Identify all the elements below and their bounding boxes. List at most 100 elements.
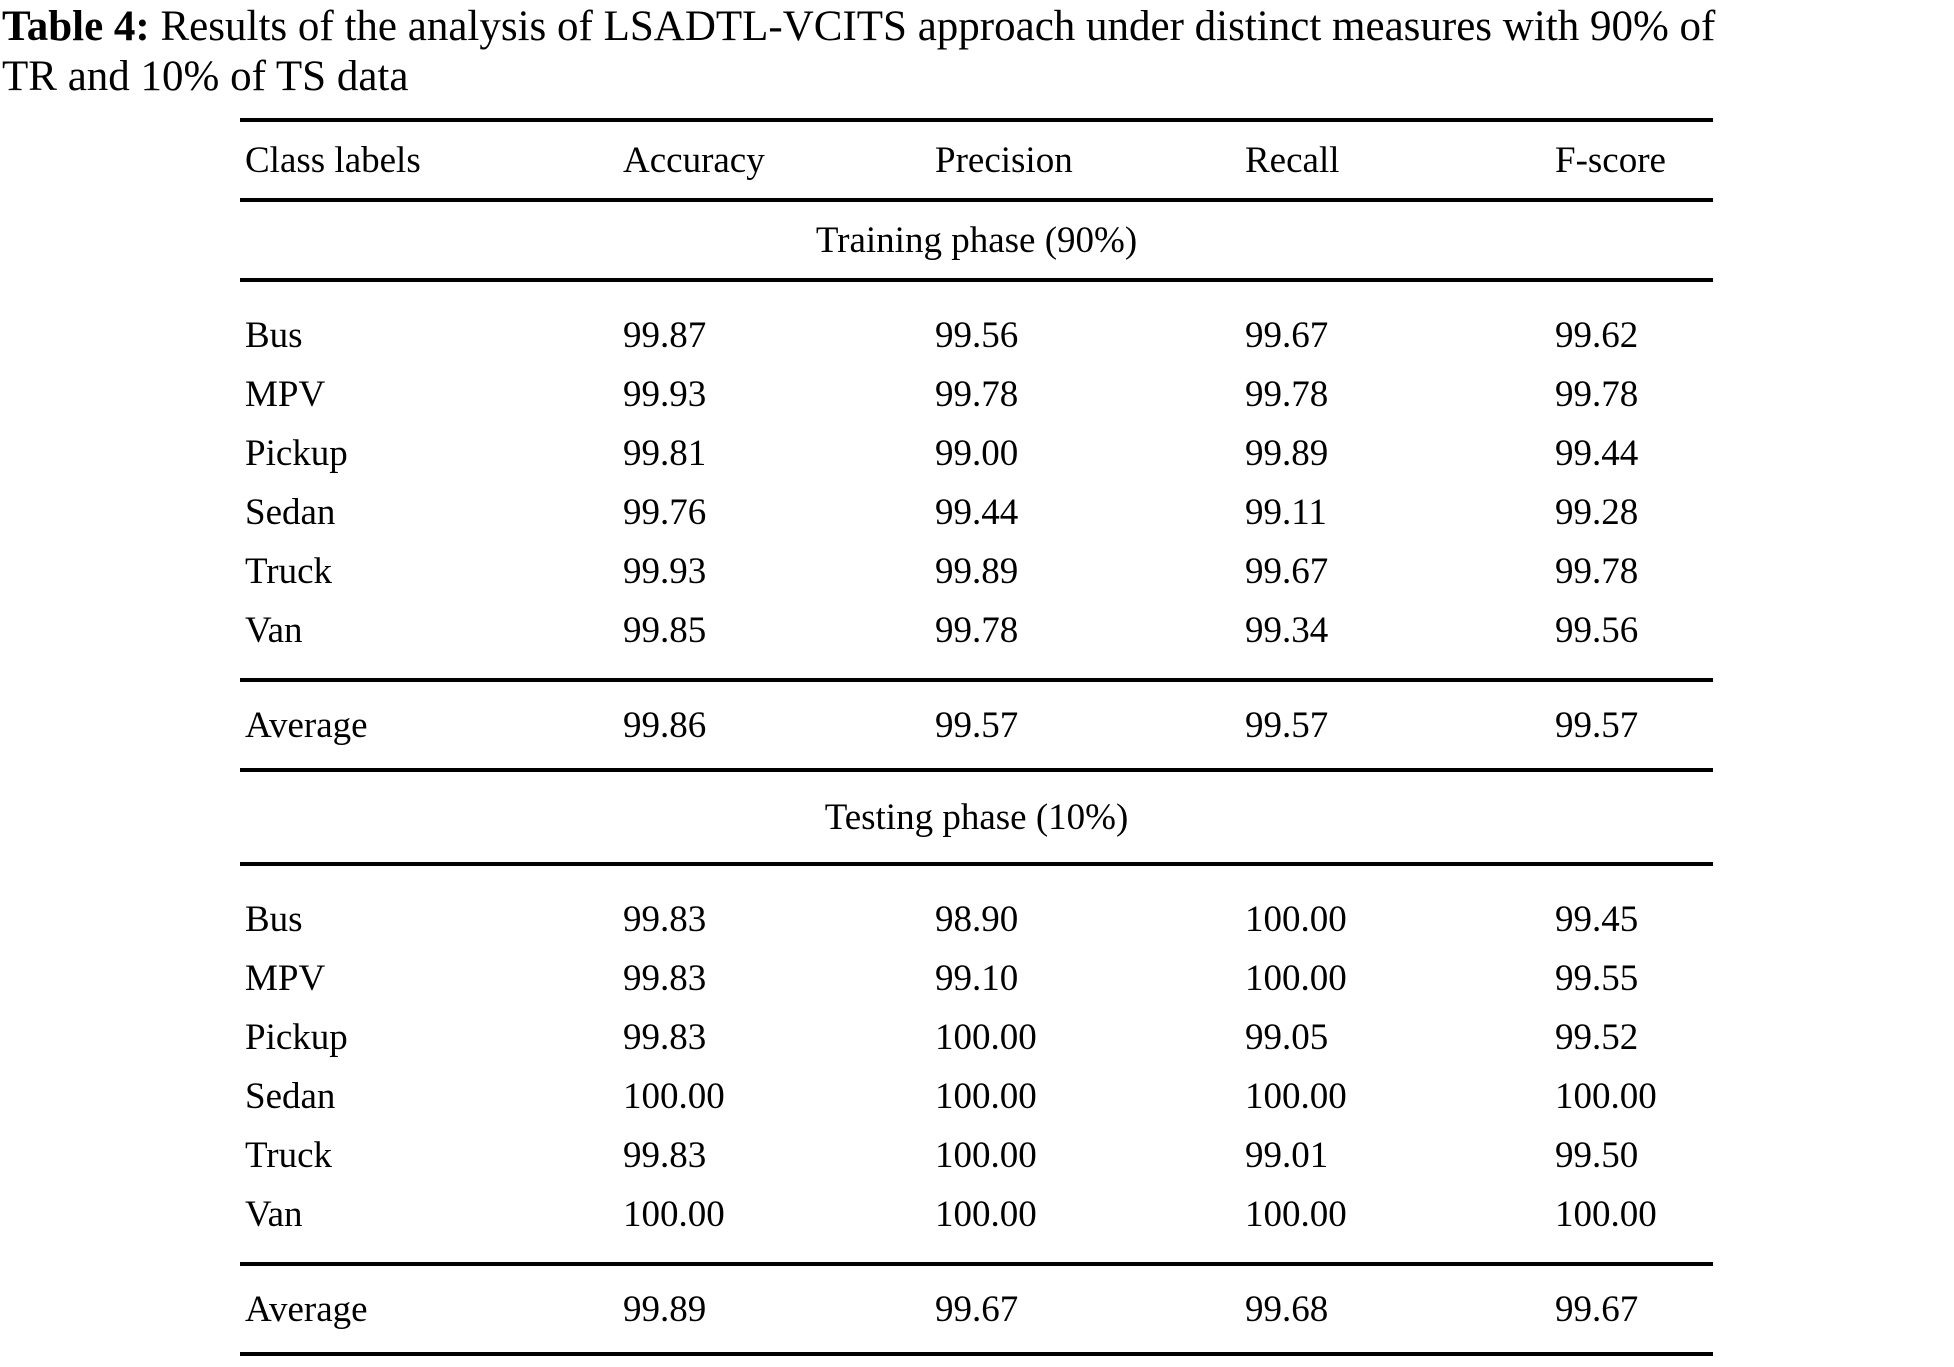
row-label: Bus bbox=[245, 899, 303, 940]
table-row: MPV 99.93 99.78 99.78 99.78 bbox=[240, 365, 1713, 424]
row-label: Pickup bbox=[245, 433, 348, 474]
caption-label: Table 4: bbox=[2, 3, 150, 50]
precision-value: 100.00 bbox=[935, 1076, 1037, 1117]
recall-value: 100.00 bbox=[1245, 958, 1347, 999]
row-label: MPV bbox=[245, 374, 326, 415]
row-label: Truck bbox=[245, 1135, 333, 1176]
rule-below-training-header bbox=[240, 278, 1713, 282]
row-label: Sedan bbox=[245, 492, 336, 533]
accuracy-value: 99.93 bbox=[623, 551, 707, 592]
column-header-fscore: F-score bbox=[1555, 139, 1666, 181]
testing-rows: Bus 99.83 98.90 100.00 99.45 MPV 99.83 9… bbox=[240, 866, 1713, 1262]
row-label: Pickup bbox=[245, 1017, 348, 1058]
precision-value: 99.67 bbox=[935, 1288, 1019, 1330]
column-header-row: Class labels Accuracy Precision Recall F… bbox=[240, 122, 1713, 198]
rule-above-training-average bbox=[240, 678, 1713, 682]
fscore-value: 99.62 bbox=[1555, 315, 1639, 356]
recall-value: 99.67 bbox=[1245, 315, 1329, 356]
rule-bottom bbox=[240, 1352, 1713, 1356]
section-header-testing: Testing phase (10%) bbox=[824, 796, 1129, 838]
fscore-value: 99.55 bbox=[1555, 958, 1639, 999]
accuracy-value: 99.89 bbox=[623, 1288, 707, 1330]
accuracy-value: 99.83 bbox=[623, 899, 707, 940]
fscore-value: 99.44 bbox=[1555, 433, 1639, 474]
caption-text: Results of the analysis of LSADTL-VCITS … bbox=[149, 3, 1716, 50]
table-row: Truck 99.83 100.00 99.01 99.50 bbox=[240, 1126, 1713, 1185]
fscore-value: 100.00 bbox=[1555, 1194, 1657, 1235]
accuracy-value: 99.93 bbox=[623, 374, 707, 415]
recall-value: 99.67 bbox=[1245, 551, 1329, 592]
accuracy-value: 99.81 bbox=[623, 433, 707, 474]
table-row: Sedan 100.00 100.00 100.00 100.00 bbox=[240, 1067, 1713, 1126]
recall-value: 100.00 bbox=[1245, 899, 1347, 940]
table-row: Van 99.85 99.78 99.34 99.56 bbox=[240, 601, 1713, 660]
accuracy-value: 99.83 bbox=[623, 1017, 707, 1058]
table-caption: Table 4: Results of the analysis of LSAD… bbox=[0, 0, 1954, 102]
accuracy-value: 100.00 bbox=[623, 1076, 725, 1117]
table-row: MPV 99.83 99.10 100.00 99.55 bbox=[240, 949, 1713, 1008]
precision-value: 99.78 bbox=[935, 374, 1019, 415]
table-row: Pickup 99.83 100.00 99.05 99.52 bbox=[240, 1008, 1713, 1067]
fscore-value: 99.67 bbox=[1555, 1288, 1639, 1330]
table-row: Sedan 99.76 99.44 99.11 99.28 bbox=[240, 483, 1713, 542]
column-header-precision: Precision bbox=[935, 139, 1073, 181]
accuracy-value: 99.83 bbox=[623, 1135, 707, 1176]
recall-value: 99.89 bbox=[1245, 433, 1329, 474]
accuracy-value: 99.85 bbox=[623, 610, 707, 651]
results-table: Class labels Accuracy Precision Recall F… bbox=[240, 118, 1713, 1356]
column-header-class-labels: Class labels bbox=[245, 139, 421, 181]
recall-value: 100.00 bbox=[1245, 1076, 1347, 1117]
fscore-value: 99.57 bbox=[1555, 704, 1639, 746]
row-label: Average bbox=[245, 1288, 368, 1330]
rule-below-testing-header bbox=[240, 862, 1713, 866]
column-header-recall: Recall bbox=[1245, 139, 1340, 181]
precision-value: 99.56 bbox=[935, 315, 1019, 356]
accuracy-value: 99.87 bbox=[623, 315, 707, 356]
table-row: Truck 99.93 99.89 99.67 99.78 bbox=[240, 542, 1713, 601]
fscore-value: 99.78 bbox=[1555, 374, 1639, 415]
row-label: Van bbox=[245, 1194, 303, 1235]
recall-value: 100.00 bbox=[1245, 1194, 1347, 1235]
recall-value: 99.05 bbox=[1245, 1017, 1329, 1058]
testing-average-row: Average 99.89 99.67 99.68 99.67 bbox=[240, 1266, 1713, 1352]
section-header-training: Training phase (90%) bbox=[815, 219, 1138, 261]
accuracy-value: 99.86 bbox=[623, 704, 707, 746]
rule-below-header bbox=[240, 198, 1713, 202]
precision-value: 99.57 bbox=[935, 704, 1019, 746]
recall-value: 99.01 bbox=[1245, 1135, 1329, 1176]
row-label: Van bbox=[245, 610, 303, 651]
row-label: Bus bbox=[245, 315, 303, 356]
rule-above-testing-average bbox=[240, 1262, 1713, 1266]
precision-value: 98.90 bbox=[935, 899, 1019, 940]
precision-value: 100.00 bbox=[935, 1135, 1037, 1176]
fscore-value: 99.52 bbox=[1555, 1017, 1639, 1058]
accuracy-value: 99.76 bbox=[623, 492, 707, 533]
rule-top bbox=[240, 118, 1713, 122]
fscore-value: 99.28 bbox=[1555, 492, 1639, 533]
table-row: Pickup 99.81 99.00 99.89 99.44 bbox=[240, 424, 1713, 483]
precision-value: 99.44 bbox=[935, 492, 1019, 533]
row-label: MPV bbox=[245, 958, 326, 999]
fscore-value: 99.56 bbox=[1555, 610, 1639, 651]
accuracy-value: 99.83 bbox=[623, 958, 707, 999]
precision-value: 99.10 bbox=[935, 958, 1019, 999]
rule-below-training-average bbox=[240, 768, 1713, 772]
training-average-row: Average 99.86 99.57 99.57 99.57 bbox=[240, 682, 1713, 768]
fscore-value: 99.45 bbox=[1555, 899, 1639, 940]
recall-value: 99.57 bbox=[1245, 704, 1329, 746]
precision-value: 99.00 bbox=[935, 433, 1019, 474]
column-header-accuracy: Accuracy bbox=[623, 139, 765, 181]
precision-value: 99.89 bbox=[935, 551, 1019, 592]
row-label: Sedan bbox=[245, 1076, 336, 1117]
precision-value: 100.00 bbox=[935, 1194, 1037, 1235]
training-rows: Bus 99.87 99.56 99.67 99.62 MPV 99.93 99… bbox=[240, 282, 1713, 678]
recall-value: 99.68 bbox=[1245, 1288, 1329, 1330]
recall-value: 99.11 bbox=[1245, 492, 1327, 533]
row-label: Truck bbox=[245, 551, 333, 592]
recall-value: 99.78 bbox=[1245, 374, 1329, 415]
caption-line-2: TR and 10% of TS data bbox=[2, 53, 409, 100]
accuracy-value: 100.00 bbox=[623, 1194, 725, 1235]
precision-value: 99.78 bbox=[935, 610, 1019, 651]
precision-value: 100.00 bbox=[935, 1017, 1037, 1058]
fscore-value: 100.00 bbox=[1555, 1076, 1657, 1117]
